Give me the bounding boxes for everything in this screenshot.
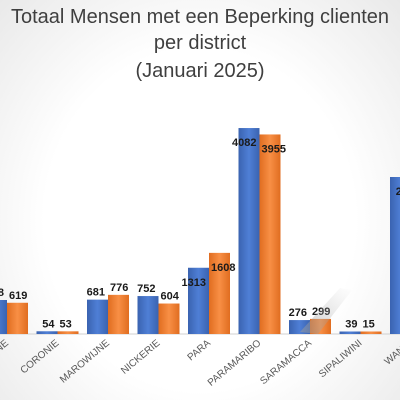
data-label-orange-0: 619 [9, 290, 27, 302]
x-tick-label-1: CORONIE [19, 338, 62, 377]
bar-orange-4 [209, 252, 230, 334]
x-tick-label-3: NICKERIE [119, 338, 163, 377]
chart-title-line-1: Totaal Mensen met een Beperking clienten [10, 6, 389, 28]
data-label-orange-3: 604 [161, 291, 180, 303]
data-label-blue-4: 1313 [182, 277, 206, 289]
bar-blue-7 [339, 331, 361, 334]
data-label-blue-2: 681 [87, 287, 105, 299]
data-label-orange-7: 15 [363, 319, 375, 331]
data-label-blue-5: 4082 [232, 137, 256, 149]
bar-orange-1 [57, 331, 79, 334]
bar-orange-0 [7, 302, 28, 334]
bar-blue-5 [238, 128, 260, 334]
bar-shadow-decoration [300, 288, 352, 334]
x-tick-label-8: WAN… [383, 338, 400, 368]
data-label-orange-1: 53 [60, 318, 72, 330]
x-tick-label-4: PARA [186, 338, 214, 364]
x-tick-label-7: SIPALIWINI [317, 338, 364, 380]
bar-orange-5 [259, 134, 281, 334]
chart-title-line-2: per district [153, 32, 247, 54]
x-tick-label-5: PARAMARIBO [206, 338, 264, 389]
x-tick-label-2: MAROWIJNE [58, 338, 112, 386]
x-tick-label-6: SARAMACCA [258, 338, 314, 387]
bar-blue-0 [0, 300, 7, 334]
bar-blue-4 [188, 267, 209, 334]
data-label-blue-3: 752 [137, 283, 155, 295]
data-label-blue-8: 29 [396, 186, 400, 198]
bar-orange-7 [360, 331, 382, 334]
bar-blue-2 [87, 299, 108, 334]
data-label-blue-6: 276 [289, 307, 307, 319]
chart-title-line-3: (Januari 2025) [135, 60, 265, 82]
data-label-blue-1: 54 [42, 318, 55, 330]
data-label-orange-4: 1608 [211, 262, 235, 274]
data-label-orange-2: 776 [110, 282, 128, 294]
data-label-blue-0: 8 [0, 287, 4, 299]
bar-blue-8 [390, 177, 400, 334]
bar-orange-3 [158, 303, 180, 334]
bar-blue-1 [36, 331, 58, 334]
bar-blue-3 [137, 296, 159, 334]
data-label-orange-5: 3955 [262, 143, 286, 155]
data-label-blue-7: 39 [345, 319, 357, 331]
bar-orange-2 [108, 294, 129, 334]
x-tick-label-0: …NE [0, 338, 11, 362]
